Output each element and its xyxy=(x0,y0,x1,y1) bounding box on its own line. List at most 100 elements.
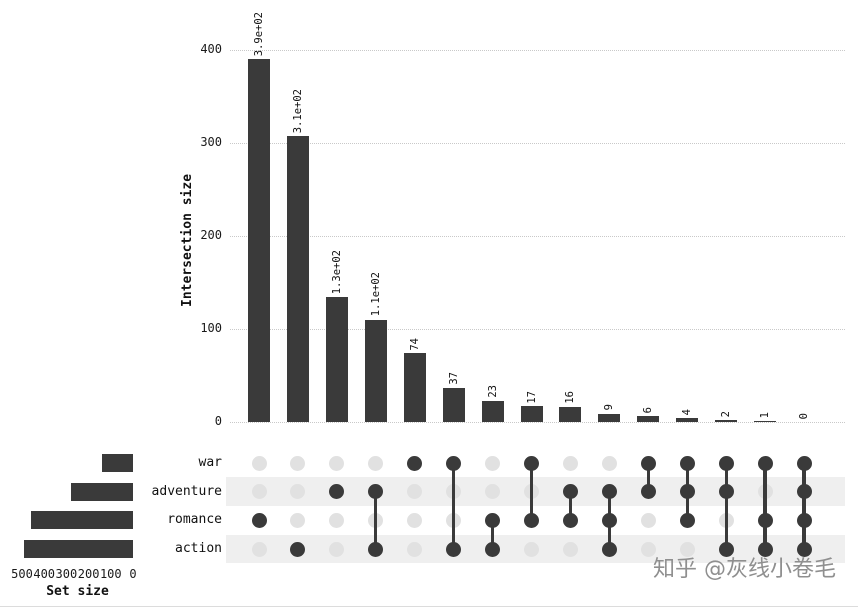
intersection-value-label: 74 xyxy=(408,337,421,351)
membership-connector xyxy=(452,463,456,549)
set-row-label: romance xyxy=(167,512,222,528)
set-size-tick-label: 200 xyxy=(77,567,100,581)
intersection-bar xyxy=(637,416,660,422)
intersection-value-label: 17 xyxy=(525,390,538,404)
membership-dot-active xyxy=(601,512,617,528)
membership-dot-inactive xyxy=(251,484,267,500)
membership-dot-active xyxy=(718,455,734,471)
watermark: 知乎 @灰线小卷毛 xyxy=(653,557,836,582)
membership-connector xyxy=(802,463,806,549)
membership-dot-inactive xyxy=(407,484,423,500)
membership-dot-active xyxy=(524,455,539,471)
membership-dot-active xyxy=(368,541,384,557)
membership-dot-active xyxy=(562,512,578,528)
intersection-bar xyxy=(325,297,348,422)
membership-dot-active xyxy=(368,484,384,500)
membership-dot-active xyxy=(562,484,578,500)
intersection-bar xyxy=(364,319,387,422)
gridline xyxy=(230,236,845,237)
membership-dot-active xyxy=(407,455,423,471)
membership-dot-active xyxy=(446,455,462,471)
intersection-bar xyxy=(676,418,699,422)
membership-dot-inactive xyxy=(251,541,267,557)
membership-dot-inactive xyxy=(290,512,306,528)
intersection-value-label: 3.1e+02 xyxy=(291,89,304,134)
set-row-label: war xyxy=(198,455,222,470)
y-tick-label: 0 xyxy=(214,414,222,428)
intersection-value-label: 3.9e+02 xyxy=(253,12,265,57)
intersection-value-label: 1.3e+02 xyxy=(330,250,343,295)
gridline xyxy=(230,329,845,330)
membership-dot-active xyxy=(757,512,773,528)
intersection-bar xyxy=(403,353,426,422)
set-row-label: action xyxy=(175,541,222,556)
set-size-bar xyxy=(24,540,133,558)
membership-connector xyxy=(724,463,728,549)
set-size-bar xyxy=(101,454,133,472)
intersection-value-label: 6 xyxy=(642,407,655,414)
gridline xyxy=(230,422,845,423)
gridline xyxy=(230,50,845,51)
membership-dot-inactive xyxy=(329,512,345,528)
membership-dot-inactive xyxy=(329,455,345,471)
membership-dot-active xyxy=(679,455,695,471)
membership-dot-active xyxy=(640,455,656,471)
membership-dot-active xyxy=(796,455,812,471)
y-tick-label: 400 xyxy=(200,42,222,56)
membership-dot-inactive xyxy=(640,541,656,557)
set-size-tick-label: 500 xyxy=(11,567,33,581)
membership-dot-active xyxy=(718,541,734,557)
membership-connector xyxy=(529,463,534,521)
membership-dot-inactive xyxy=(251,455,267,471)
membership-dot-inactive xyxy=(679,541,695,557)
intersection-bar xyxy=(442,387,465,422)
membership-dot-inactive xyxy=(407,541,423,557)
intersection-bar xyxy=(598,413,621,422)
membership-connector xyxy=(374,491,378,549)
membership-dot-active xyxy=(524,512,539,528)
membership-dot-inactive xyxy=(407,512,423,528)
intersection-value-label: 9 xyxy=(603,404,616,411)
membership-dot-inactive xyxy=(524,541,539,557)
membership-dot-active xyxy=(640,484,656,500)
membership-connector xyxy=(490,520,495,549)
intersection-bar xyxy=(754,421,777,422)
membership-dot-active xyxy=(757,455,773,471)
intersection-bar xyxy=(286,136,309,422)
membership-dot-active xyxy=(485,512,501,528)
y-axis-title: Intersection size xyxy=(180,173,195,307)
membership-dot-active xyxy=(718,484,734,500)
membership-dot-active xyxy=(601,484,617,500)
intersection-bar xyxy=(559,407,582,422)
set-size-tick-label: 300 xyxy=(55,567,78,581)
set-size-tick-label: 100 xyxy=(99,567,122,581)
set-row-label: adventure xyxy=(151,483,222,499)
membership-dot-inactive xyxy=(640,512,656,528)
gridline xyxy=(230,143,845,144)
intersection-value-label: 2 xyxy=(720,410,733,418)
membership-dot-inactive xyxy=(290,484,306,500)
intersection-bar xyxy=(248,59,270,422)
membership-dot-inactive xyxy=(485,484,501,500)
y-tick-label: 300 xyxy=(200,135,222,149)
membership-dot-active xyxy=(796,484,812,500)
intersection-value-label: 1 xyxy=(759,411,772,419)
membership-dot-active xyxy=(485,541,501,557)
membership-dot-inactive xyxy=(601,455,617,471)
membership-connector xyxy=(646,463,650,492)
intersection-value-label: 37 xyxy=(447,371,460,385)
membership-dot-active xyxy=(757,541,773,557)
set-size-bar xyxy=(30,511,133,530)
membership-dot-inactive xyxy=(368,455,384,471)
membership-dot-inactive xyxy=(562,541,578,557)
set-size-tick-label: 0 xyxy=(129,567,137,581)
membership-dot-inactive xyxy=(290,455,306,471)
membership-dot-active xyxy=(601,541,617,557)
membership-dot-active xyxy=(290,541,306,557)
membership-dot-active xyxy=(796,541,812,557)
set-size-axis-title: Set size xyxy=(46,584,109,599)
membership-dot-inactive xyxy=(485,455,501,471)
intersection-value-label: 1.1e+02 xyxy=(369,272,382,317)
membership-dot-active xyxy=(446,541,462,557)
